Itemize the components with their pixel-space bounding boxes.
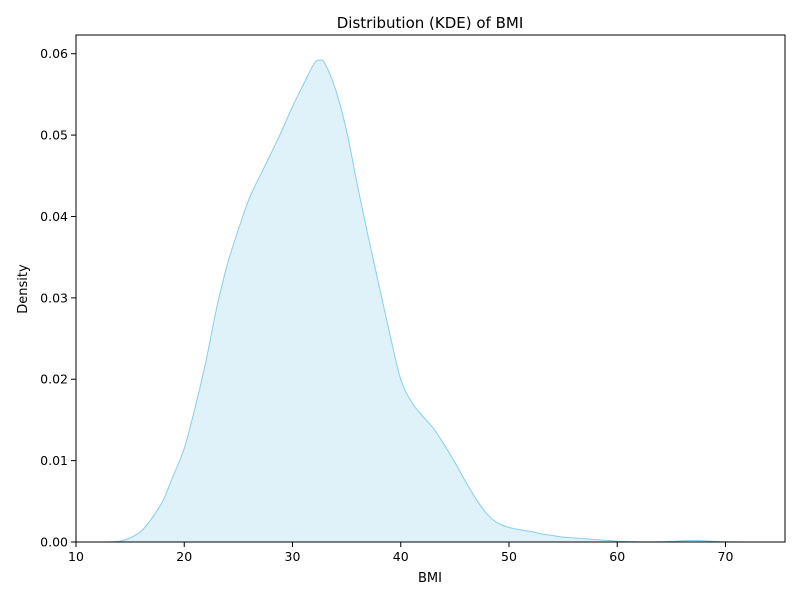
axes-frame: [75, 34, 786, 543]
x-tick-label: 40: [393, 549, 409, 564]
x-tick-label: 70: [718, 549, 734, 564]
x-tick-label: 60: [609, 549, 625, 564]
kde-area-fill: [105, 59, 754, 543]
x-axis-label: BMI: [418, 571, 442, 586]
plot-area: [105, 59, 754, 543]
y-tick-label: 0.00: [40, 535, 68, 550]
x-tick-label: 10: [68, 549, 84, 564]
x-tick-label: 20: [176, 549, 192, 564]
y-axis: 0.00 0.01 0.02 0.03 0.04 0.05 0.06: [40, 46, 76, 550]
y-tick-label: 0.06: [40, 46, 68, 61]
x-axis: 10 20 30 40 50 60 70: [68, 542, 733, 564]
y-tick-label: 0.04: [40, 209, 68, 224]
y-tick-label: 0.03: [40, 290, 68, 305]
x-tick-label: 50: [501, 549, 517, 564]
x-tick-label: 30: [285, 549, 301, 564]
y-tick-label: 0.02: [40, 372, 68, 387]
chart-title: Distribution (KDE) of BMI: [337, 14, 524, 32]
y-axis-label: Density: [16, 264, 31, 314]
y-tick-label: 0.01: [40, 453, 68, 468]
y-tick-label: 0.05: [40, 128, 68, 143]
